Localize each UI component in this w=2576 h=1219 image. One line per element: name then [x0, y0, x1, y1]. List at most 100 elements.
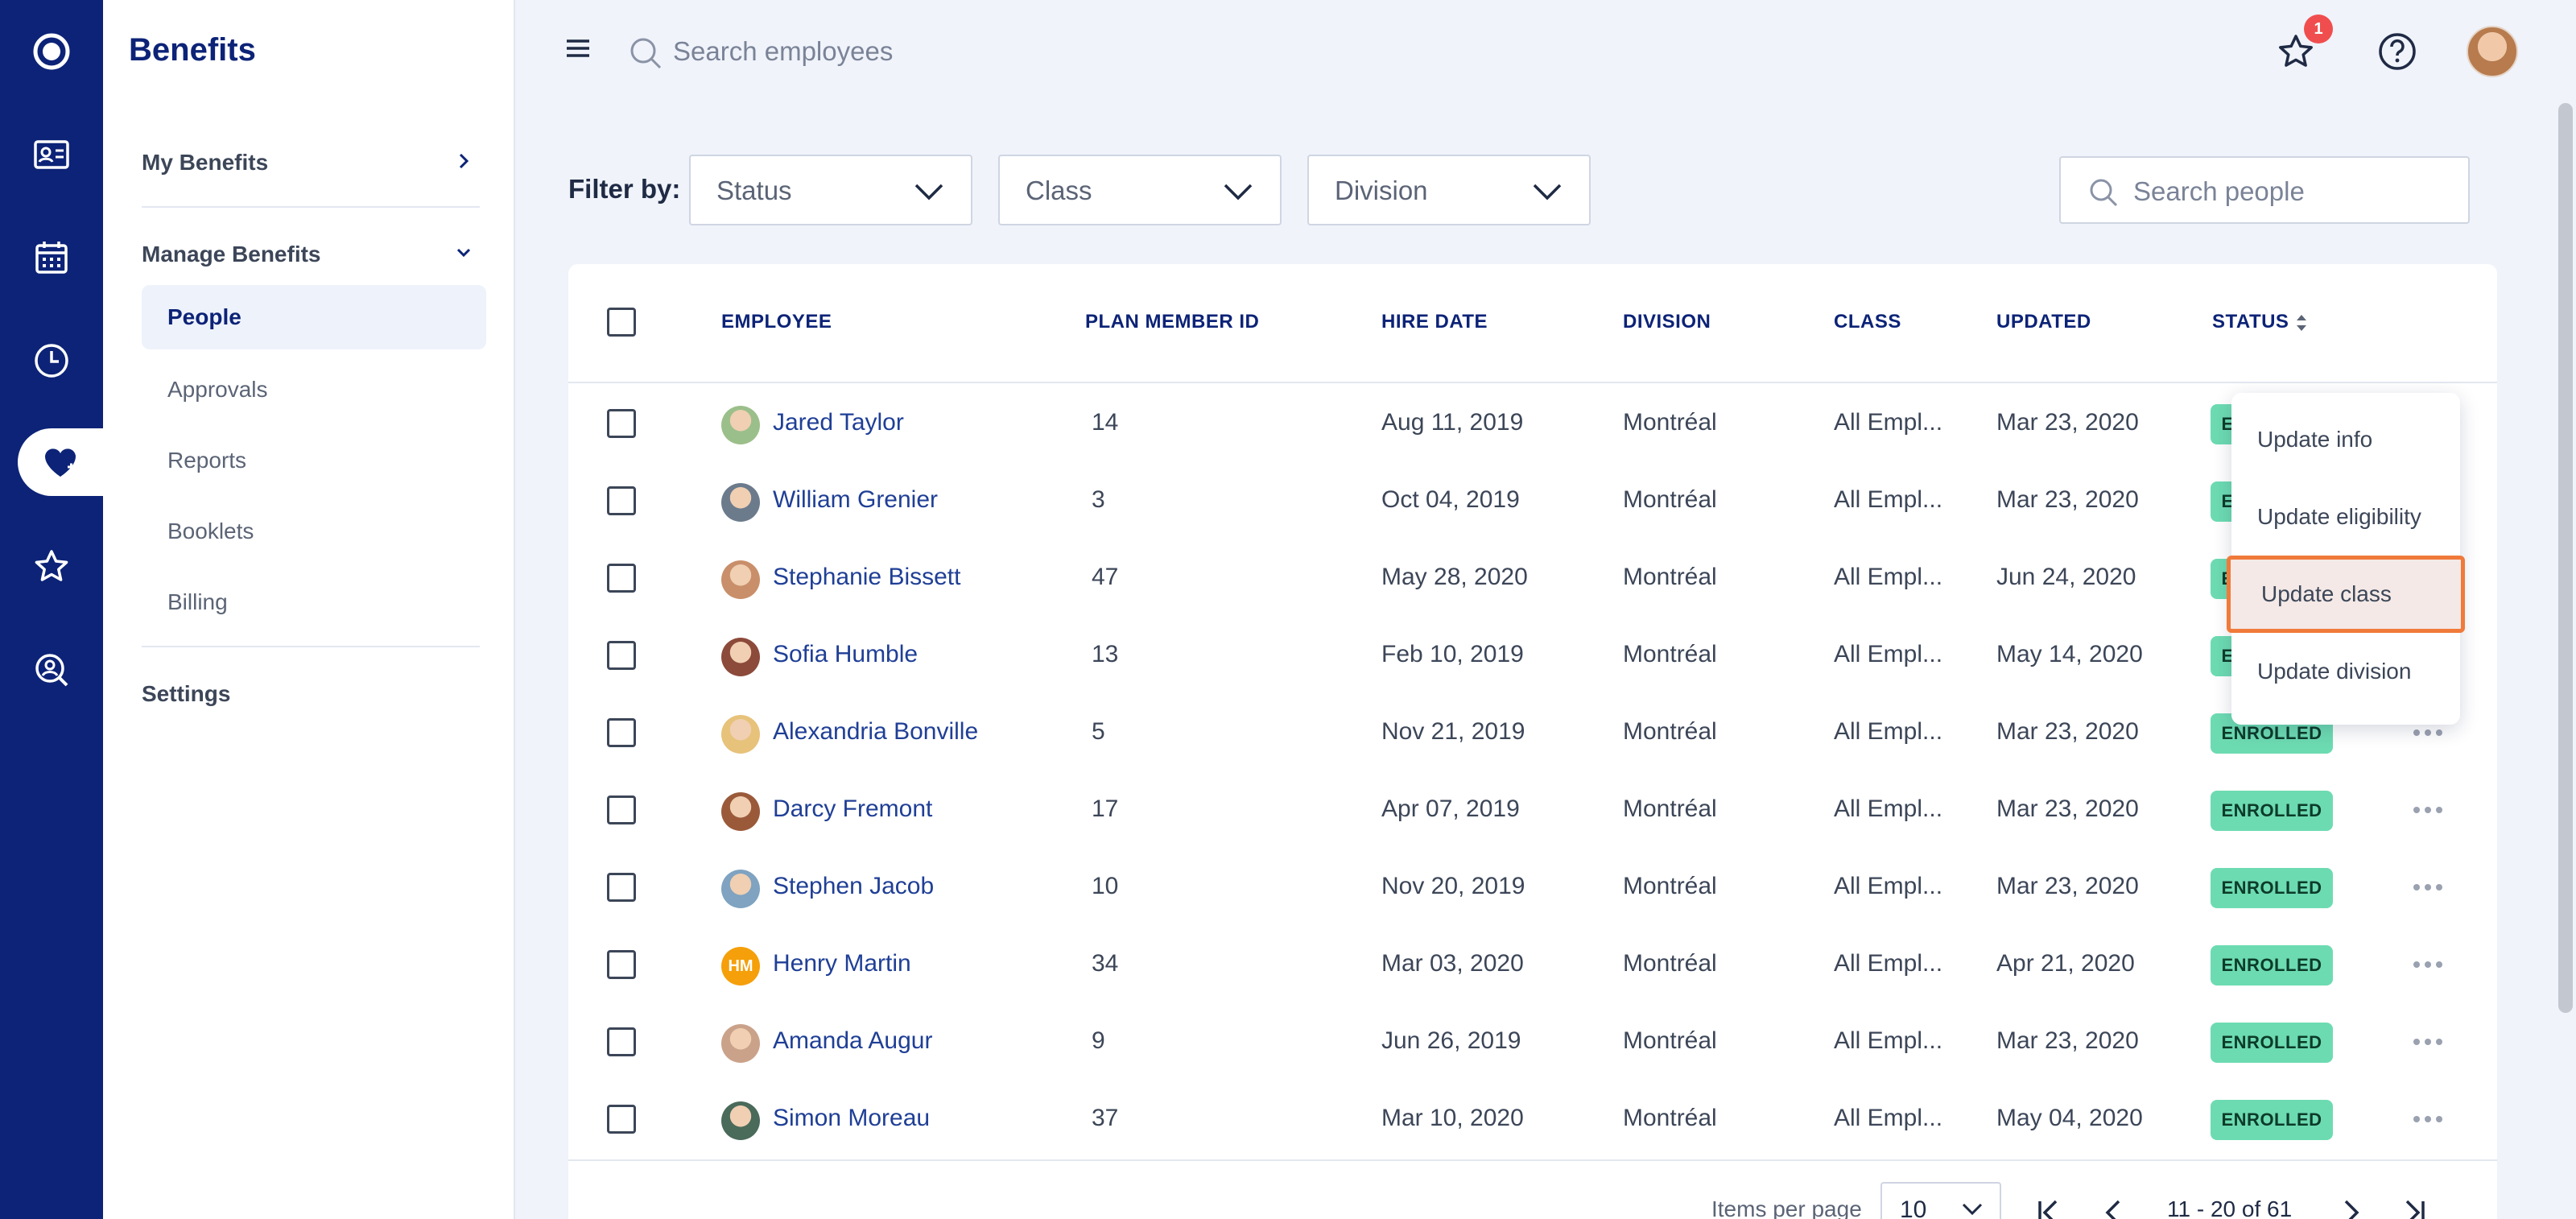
plan-member-id: 37: [1092, 1105, 1119, 1131]
employee-avatar: [721, 406, 760, 444]
benefits-nav: Benefits My Benefits Manage Benefits Peo…: [103, 0, 515, 1219]
nav-item-approvals[interactable]: Approvals: [167, 377, 268, 402]
employee-name[interactable]: Darcy Fremont: [773, 795, 933, 822]
employee-name[interactable]: Alexandria Bonville: [773, 718, 979, 745]
table-row[interactable]: Sofia Humble 13 Feb 10, 2019 Montréal All Em…: [568, 617, 2497, 694]
table-row[interactable]: Stephen Jacob 10 Nov 20, 2019 Montréal All E…: [568, 849, 2497, 926]
table-row[interactable]: Darcy Fremont 17 Apr 07, 2019 Montréal All E…: [568, 771, 2497, 849]
menu-update-eligibility[interactable]: Update eligibility: [2257, 504, 2421, 529]
employee-avatar: [721, 715, 760, 754]
star-icon[interactable]: [0, 515, 103, 618]
menu-update-division[interactable]: Update division: [2257, 659, 2412, 684]
employee-avatar: [721, 792, 760, 831]
row-checkbox[interactable]: [607, 486, 636, 515]
search-person-icon[interactable]: [0, 618, 103, 721]
page-scrollbar-thumb[interactable]: [2558, 103, 2573, 1013]
more-actions-icon[interactable]: [2412, 1114, 2444, 1124]
plan-member-id: 14: [1092, 409, 1119, 436]
first-page-icon[interactable]: [2032, 1195, 2067, 1219]
people-search-input[interactable]: [2133, 172, 2455, 211]
division-filter-select[interactable]: Division: [1307, 155, 1591, 225]
nav-manage-benefits[interactable]: Manage Benefits: [142, 242, 321, 267]
chevron-down-icon[interactable]: [452, 242, 475, 264]
hamburger-menu-icon[interactable]: [564, 34, 592, 63]
table-row[interactable]: Amanda Augur 9 Jun 26, 2019 Montréal All Emp…: [568, 1003, 2497, 1081]
more-actions-icon[interactable]: [2412, 805, 2444, 815]
notification-badge: 1: [2304, 14, 2333, 43]
employee-search-input[interactable]: [673, 29, 1156, 74]
select-all-checkbox[interactable]: [607, 308, 636, 337]
clock-icon[interactable]: [0, 309, 103, 412]
row-checkbox[interactable]: [607, 641, 636, 670]
hire-date: Apr 07, 2019: [1381, 795, 1520, 822]
row-checkbox[interactable]: [607, 795, 636, 824]
column-header-division[interactable]: DIVISION: [1623, 311, 1711, 333]
id-card-icon[interactable]: [0, 103, 103, 206]
class: All Empl...: [1834, 1105, 1943, 1131]
last-page-icon[interactable]: [2396, 1195, 2431, 1219]
row-checkbox[interactable]: [607, 409, 636, 438]
nav-item-billing[interactable]: Billing: [167, 589, 228, 614]
help-icon[interactable]: [2376, 31, 2418, 72]
sort-icon[interactable]: [2294, 311, 2309, 335]
column-header-class[interactable]: CLASS: [1834, 311, 1901, 333]
class: All Empl...: [1834, 950, 1943, 977]
filter-label: Filter by:: [568, 174, 681, 204]
division: Montréal: [1623, 564, 1717, 590]
app-logo-icon[interactable]: [0, 0, 103, 103]
row-checkbox[interactable]: [607, 564, 636, 593]
favorites-star-icon[interactable]: [2275, 31, 2317, 72]
people-search-box[interactable]: [2059, 156, 2470, 224]
employee-name[interactable]: Jared Taylor: [773, 409, 904, 436]
previous-page-icon[interactable]: [2096, 1195, 2132, 1219]
status-badge: ENROLLED: [2211, 713, 2333, 754]
row-checkbox[interactable]: [607, 873, 636, 902]
status-filter-select[interactable]: Status: [689, 155, 972, 225]
class: All Empl...: [1834, 641, 1943, 667]
nav-item-people[interactable]: People: [142, 285, 486, 349]
row-checkbox[interactable]: [607, 1027, 636, 1056]
employee-name[interactable]: Sofia Humble: [773, 641, 919, 667]
more-actions-icon[interactable]: [2412, 882, 2444, 892]
table-row[interactable]: HM Henry Martin 34 Mar 03, 2020 Montréal All …: [568, 926, 2497, 1003]
user-avatar[interactable]: [2467, 26, 2518, 77]
row-checkbox[interactable]: [607, 950, 636, 979]
nav-item-reports[interactable]: Reports: [167, 448, 247, 473]
menu-update-class[interactable]: Update class: [2227, 556, 2465, 633]
table-row[interactable]: Alexandria Bonville 5 Nov 21, 2019 Montréal…: [568, 694, 2497, 771]
column-header-hire-date[interactable]: HIRE DATE: [1381, 311, 1488, 333]
column-header-updated[interactable]: UPDATED: [1996, 311, 2091, 333]
division: Montréal: [1623, 1105, 1717, 1131]
column-header-employee[interactable]: EMPLOYEE: [721, 311, 832, 333]
next-page-icon[interactable]: [2333, 1195, 2368, 1219]
class: All Empl...: [1834, 873, 1943, 899]
status-badge: ENROLLED: [2211, 1023, 2333, 1063]
table-row[interactable]: Jared Taylor 14 Aug 11, 2019 Montréal All Em…: [568, 385, 2497, 462]
more-actions-icon[interactable]: [2412, 1037, 2444, 1047]
class-filter-select[interactable]: Class: [998, 155, 1282, 225]
table-row[interactable]: William Grenier 3 Oct 04, 2019 Montréal All …: [568, 462, 2497, 539]
employee-name[interactable]: Amanda Augur: [773, 1027, 933, 1054]
row-checkbox[interactable]: [607, 1105, 636, 1134]
nav-my-benefits[interactable]: My Benefits: [142, 150, 269, 175]
employee-name[interactable]: Stephanie Bissett: [773, 564, 961, 590]
table-row[interactable]: Simon Moreau 37 Mar 10, 2020 Montréal All Em…: [568, 1081, 2497, 1158]
row-checkbox[interactable]: [607, 718, 636, 747]
employee-name[interactable]: Henry Martin: [773, 950, 911, 977]
updated-date: Mar 23, 2020: [1996, 718, 2139, 745]
column-header-status[interactable]: STATUS: [2212, 311, 2289, 333]
more-actions-icon[interactable]: [2412, 728, 2444, 738]
employee-name[interactable]: Stephen Jacob: [773, 873, 935, 899]
calendar-icon[interactable]: [0, 206, 103, 309]
employee-name[interactable]: Simon Moreau: [773, 1105, 931, 1131]
items-per-page-select[interactable]: 10: [1880, 1182, 2001, 1219]
menu-update-info[interactable]: Update info: [2257, 427, 2373, 452]
column-header-plan-member-id[interactable]: PLAN MEMBER ID: [1085, 311, 1260, 333]
table-row[interactable]: Stephanie Bissett 47 May 28, 2020 Montréal A…: [568, 539, 2497, 617]
nav-item-booklets[interactable]: Booklets: [167, 519, 254, 543]
heart-icon[interactable]: [18, 428, 103, 496]
chevron-right-icon[interactable]: [452, 150, 475, 172]
more-actions-icon[interactable]: [2412, 960, 2444, 969]
nav-settings[interactable]: Settings: [142, 681, 231, 706]
employee-name[interactable]: William Grenier: [773, 486, 939, 513]
